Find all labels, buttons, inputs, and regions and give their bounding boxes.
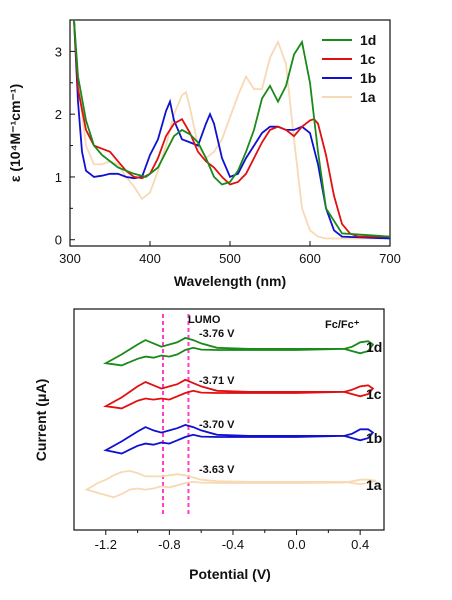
- absorption-line-1c: [73, 19, 390, 238]
- lumo-marker-lines: [162, 314, 190, 515]
- top-x-tick-label: 600: [299, 251, 321, 266]
- bottom-x-tick-label: 0.0: [288, 537, 306, 552]
- lumo-label: LUMO: [188, 314, 221, 326]
- cv-label-1a: 1a: [366, 477, 382, 493]
- top-x-axis-label: Wavelength (nm): [174, 273, 286, 289]
- fc-label: Fc/Fc⁺: [325, 319, 360, 331]
- lumo-value-1a: -3.63 V: [199, 464, 235, 476]
- absorption-chart: 300 400 500 600 700 0 1 2 3 Wavelength (nm) ε (…: [7, 19, 401, 289]
- bottom-x-tick-label: -0.8: [158, 537, 180, 552]
- top-legend: 1d 1c 1b 1a: [322, 32, 376, 105]
- legend-label-1b: 1b: [360, 70, 376, 86]
- top-y-tick-label: 3: [55, 44, 62, 59]
- top-y-axis-label: ε (10⁴M⁻¹cm⁻¹): [7, 84, 23, 182]
- legend-label-1d: 1d: [360, 32, 376, 48]
- bottom-x-tick-label: 0.4: [351, 537, 369, 552]
- bottom-x-axis-label: Potential (V): [189, 566, 271, 582]
- cv-series-group: [84, 336, 377, 499]
- top-y-tick-label: 2: [55, 107, 62, 122]
- bottom-x-ticks: -1.2 -0.8 -0.4 0.0 0.4: [95, 530, 369, 552]
- absorption-series-group: [73, 19, 391, 240]
- top-x-tick-label: 300: [59, 251, 81, 266]
- top-y-tick-label: 0: [55, 233, 62, 248]
- absorption-line-1a: [73, 19, 390, 240]
- lumo-value-1b: -3.70 V: [199, 419, 235, 431]
- absorption-line-1d: [73, 19, 391, 238]
- absorption-line-1b: [73, 19, 391, 240]
- bottom-x-tick-label: -1.2: [95, 537, 117, 552]
- bottom-plot-frame: [73, 308, 385, 531]
- cv-loop-1a: [84, 469, 377, 499]
- cv-label-1c: 1c: [366, 386, 382, 402]
- top-plot-frame: [69, 19, 391, 247]
- lumo-value-1d: -3.76 V: [199, 328, 235, 340]
- top-x-tick-label: 700: [379, 251, 401, 266]
- cv-loop-1d: [102, 336, 375, 367]
- legend-label-1c: 1c: [360, 51, 376, 67]
- top-x-ticks: 300 400 500 600 700: [59, 241, 401, 266]
- bottom-y-axis-label: Current (μA): [33, 379, 49, 461]
- cv-loop-1c: [102, 378, 375, 410]
- cv-label-1b: 1b: [366, 430, 382, 446]
- cv-chart: -1.2 -0.8 -0.4 0.0 0.4 Potential (V) Current…: [33, 308, 385, 582]
- top-x-tick-label: 500: [219, 251, 241, 266]
- lumo-value-1c: -3.71 V: [199, 375, 235, 387]
- cv-label-1d: 1d: [366, 339, 382, 355]
- cv-loop-1b: [103, 423, 375, 455]
- top-x-tick-label: 400: [139, 251, 161, 266]
- legend-label-1a: 1a: [360, 89, 376, 105]
- top-y-ticks: 0 1 2 3: [55, 44, 75, 248]
- bottom-x-tick-label: -0.4: [222, 537, 244, 552]
- top-y-tick-label: 1: [55, 170, 62, 185]
